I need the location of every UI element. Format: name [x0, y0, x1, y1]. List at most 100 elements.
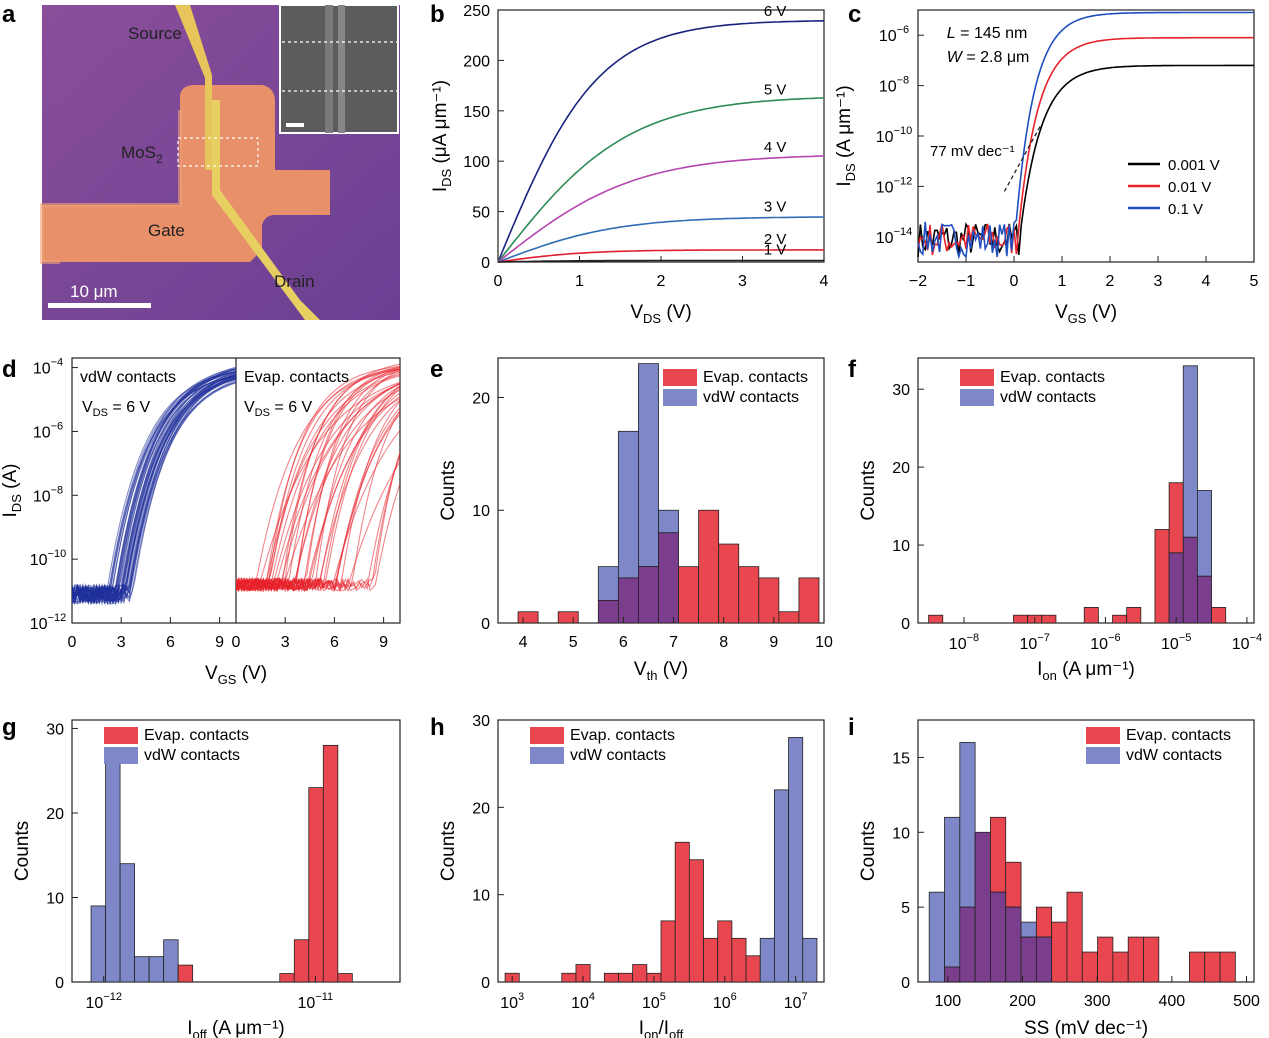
panel-letter-e: e — [430, 356, 443, 383]
evap-transfer-curve — [236, 365, 400, 591]
bar-evap — [738, 566, 760, 624]
bar-vdw — [105, 761, 121, 983]
bar-vdw — [163, 939, 179, 983]
legend-swatch — [1086, 727, 1120, 744]
y-tick-label: 10 — [472, 888, 490, 905]
bar-evap — [1143, 936, 1160, 983]
bar-evap — [322, 744, 339, 983]
chart-c: −2 −1 0 1 2 3 4 5 10−14 10−12 10−10 10−8 10−6 77 mV d… — [834, 9, 1259, 326]
y-tick-label: 20 — [472, 800, 490, 817]
series-label: 4 V — [764, 139, 787, 156]
series-line — [497, 216, 825, 263]
x-tick-label: 9 — [215, 634, 224, 651]
bar-vdw — [119, 863, 135, 983]
bar-evap — [1097, 936, 1114, 983]
length-annotation: L = 145 nm — [947, 25, 1028, 42]
bar-evap — [517, 611, 539, 624]
vdw-transfer-curve — [72, 368, 236, 605]
gate-label: Gate — [148, 221, 185, 240]
y-tick-label: 10 — [472, 503, 490, 520]
bar-evap — [688, 859, 704, 983]
legend-entry: Evap. contacts — [1000, 369, 1105, 386]
y-tick-label: 0 — [481, 255, 490, 272]
x-tick-label: 1 — [575, 273, 584, 290]
series-label: 2 V — [764, 231, 787, 248]
panel-letter-d: d — [2, 356, 17, 383]
x-tick-label: −1 — [957, 273, 975, 290]
x-axis-label: VDS (V) — [630, 302, 691, 326]
scale-bar — [48, 303, 151, 308]
y-axis-label: Counts — [438, 821, 459, 881]
x-tick-label: 2 — [1106, 273, 1115, 290]
bar-evap — [678, 566, 700, 624]
y-tick-label: 50 — [472, 205, 490, 222]
x-tick-label: 10−7 — [1020, 632, 1050, 653]
x-tick-label: 5 — [1250, 273, 1259, 290]
drain-label: Drain — [274, 272, 315, 291]
bar-evap — [717, 920, 733, 983]
bar-evap — [1013, 614, 1029, 624]
y-tick-label: 0 — [901, 975, 910, 992]
x-tick-label: 3 — [1154, 273, 1163, 290]
bar-overlap — [959, 906, 976, 983]
evap-transfer-curve — [236, 385, 400, 593]
bar-evap — [703, 937, 719, 983]
bar-evap — [1112, 614, 1128, 624]
series-line — [497, 155, 825, 263]
panel-letter-h: h — [430, 714, 445, 741]
legend-entry: vdW contacts — [703, 389, 799, 406]
bar-overlap — [1035, 936, 1053, 983]
x-tick-label: 200 — [1009, 993, 1036, 1010]
bar-vdw — [638, 363, 659, 568]
source-label: Source — [128, 24, 182, 43]
bar-vdw — [959, 742, 976, 908]
bar-vdw — [944, 816, 961, 968]
legend-swatch — [530, 727, 564, 744]
bar-evap — [337, 973, 353, 983]
panel-letter-a: a — [2, 1, 16, 28]
evap-transfer-curve — [236, 392, 400, 593]
bar-overlap — [974, 831, 991, 983]
bar-evap — [1081, 951, 1098, 983]
x-axis-label: Ion (A μm⁻¹) — [1037, 659, 1135, 683]
y-tick-label: 15 — [892, 750, 910, 767]
bar-evap — [557, 611, 579, 624]
legend-entry: 0.1 V — [1168, 201, 1203, 218]
x-tick-label: 3 — [117, 634, 126, 651]
x-tick-label: 10−6 — [1090, 632, 1120, 653]
x-tick-label: 0 — [232, 634, 241, 651]
chart-g: 10−12 10−11 0 10 20 30 Evap. contacts vdW conta… — [12, 719, 401, 1038]
bar-evap — [778, 611, 800, 624]
ss-guide-line — [1003, 125, 1041, 192]
x-tick-label: 0 — [494, 273, 503, 290]
y-tick-label: 10−14 — [876, 226, 912, 247]
evap-transfer-curve — [236, 385, 400, 593]
x-tick-label: 3 — [281, 634, 290, 651]
plot-frame — [71, 719, 401, 983]
bar-vdw — [802, 937, 818, 983]
panel-letter-f: f — [848, 356, 857, 383]
vdw-transfer-curve — [72, 371, 236, 604]
x-tick-label: 0 — [1010, 273, 1019, 290]
y-tick-label: 30 — [46, 721, 64, 738]
drain-lead — [212, 100, 320, 320]
x-axis-label: SS (mV dec⁻¹) — [1024, 1018, 1148, 1038]
y-tick-label: 10−10 — [30, 548, 66, 569]
evap-curves — [236, 363, 400, 593]
y-tick-label: 10−12 — [30, 612, 66, 633]
y-axis-label: Counts — [438, 460, 459, 520]
x-tick-label: 100 — [935, 993, 962, 1010]
legend-swatch — [960, 389, 994, 406]
bar-evap — [1041, 614, 1057, 624]
bar-overlap — [1020, 936, 1037, 983]
bar-evap — [990, 816, 1007, 893]
x-tick-label: 4 — [1202, 273, 1211, 290]
evap-transfer-curve — [236, 429, 400, 593]
y-tick-label: 0 — [481, 975, 490, 992]
y-axis-label: Counts — [858, 821, 879, 881]
bar-evap — [1189, 951, 1206, 983]
bar-evap — [1083, 607, 1099, 624]
y-tick-label: 10−8 — [33, 484, 63, 505]
